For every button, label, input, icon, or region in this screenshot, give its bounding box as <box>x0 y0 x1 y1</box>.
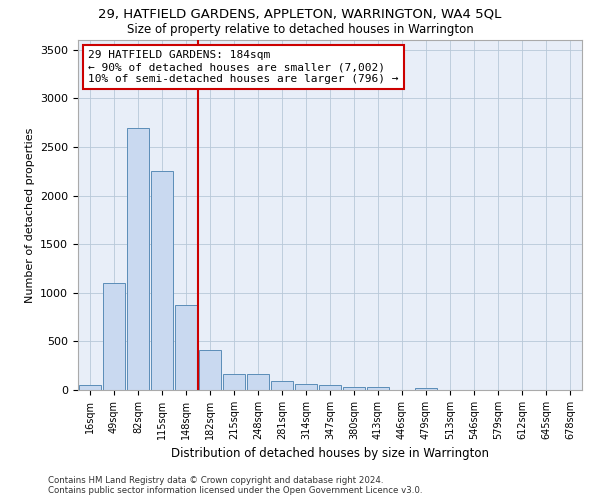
Text: Contains HM Land Registry data © Crown copyright and database right 2024.
Contai: Contains HM Land Registry data © Crown c… <box>48 476 422 495</box>
Bar <box>79 385 101 390</box>
Text: 29, HATFIELD GARDENS, APPLETON, WARRINGTON, WA4 5QL: 29, HATFIELD GARDENS, APPLETON, WARRINGT… <box>98 8 502 20</box>
Text: Size of property relative to detached houses in Warrington: Size of property relative to detached ho… <box>127 22 473 36</box>
Bar <box>127 128 149 390</box>
Bar <box>367 387 389 390</box>
Bar <box>415 388 437 390</box>
Bar <box>199 350 221 390</box>
Bar <box>223 374 245 390</box>
Bar <box>295 384 317 390</box>
Text: 29 HATFIELD GARDENS: 184sqm
← 90% of detached houses are smaller (7,002)
10% of : 29 HATFIELD GARDENS: 184sqm ← 90% of det… <box>88 50 398 84</box>
Bar <box>271 381 293 390</box>
Y-axis label: Number of detached properties: Number of detached properties <box>25 128 35 302</box>
X-axis label: Distribution of detached houses by size in Warrington: Distribution of detached houses by size … <box>171 448 489 460</box>
Bar <box>103 283 125 390</box>
Bar <box>343 386 365 390</box>
Bar <box>175 305 197 390</box>
Bar <box>319 385 341 390</box>
Bar <box>151 171 173 390</box>
Bar <box>247 374 269 390</box>
